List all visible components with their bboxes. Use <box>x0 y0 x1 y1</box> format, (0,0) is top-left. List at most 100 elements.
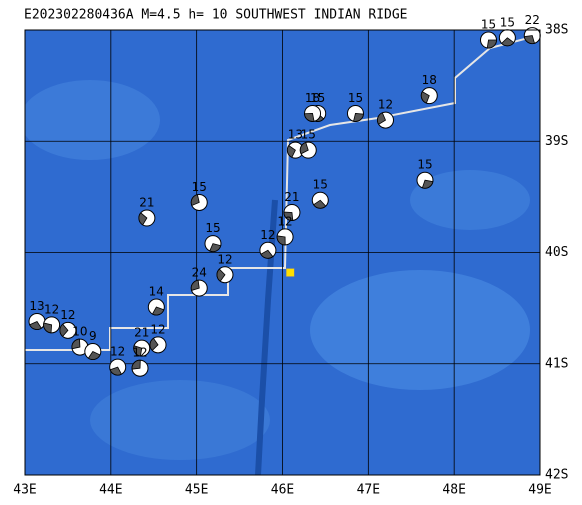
focal-mechanism: 15 <box>498 15 516 47</box>
lon-label: 48E <box>442 483 465 498</box>
beachball-compression <box>190 194 200 206</box>
focal-mechanism: 24 <box>190 266 208 297</box>
depth-label: 15 <box>301 128 316 142</box>
beachball-compression <box>216 268 226 282</box>
focal-mechanism: 18 <box>304 91 322 122</box>
depth-label: 14 <box>149 285 164 299</box>
depth-label: 18 <box>305 91 320 105</box>
focal-mechanism: 13 <box>286 128 304 159</box>
beachball-compression <box>276 235 286 246</box>
depth-label: 9 <box>89 329 97 343</box>
depth-label: 21 <box>139 196 154 210</box>
beachball-compression <box>283 211 294 221</box>
depth-label: 15 <box>192 180 207 194</box>
lat-label: 41S <box>545 356 568 371</box>
depth-label: 12 <box>260 228 275 242</box>
focal-mechanism: 22 <box>523 13 541 45</box>
depth-label: 13 <box>288 128 303 142</box>
depth-label: 13 <box>29 299 44 313</box>
beachball-compression <box>260 249 274 259</box>
relief <box>410 170 530 230</box>
lon-label: 49E <box>528 483 551 498</box>
focal-mechanism: 21 <box>138 196 156 227</box>
depth-label: 12 <box>277 214 292 228</box>
focal-mechanism: 13 <box>28 299 46 330</box>
beachball-compression <box>486 39 497 49</box>
lon-label: 44E <box>99 483 122 498</box>
depth-label: 12 <box>60 308 75 322</box>
beachball-compression <box>353 113 364 122</box>
beachball-compression <box>109 366 122 376</box>
depth-label: 22 <box>525 13 540 27</box>
beachball-compression <box>149 337 159 351</box>
focal-mechanism: 15 <box>299 128 317 159</box>
beachball-compression <box>421 179 434 189</box>
lon-label: 47E <box>357 483 380 498</box>
beachball-compression <box>523 35 535 44</box>
depth-label: 12 <box>378 98 393 112</box>
beachball-compression <box>71 338 81 350</box>
relief <box>25 80 160 160</box>
depth-label: 21 <box>284 190 299 204</box>
depth-label: 12 <box>132 346 147 360</box>
depth-label: 15 <box>205 221 220 235</box>
lat-label: 40S <box>545 245 568 260</box>
map-frame <box>24 29 541 476</box>
focal-mechanism: 18 <box>420 73 438 105</box>
depth-label: 15 <box>481 18 496 32</box>
lon-label: 46E <box>271 483 294 498</box>
focal-mechanism: 10 <box>71 325 89 356</box>
focal-mechanism: 14 <box>147 285 165 316</box>
focal-mechanism: 15 <box>311 178 329 209</box>
focal-mechanism: 15 <box>190 180 208 211</box>
focal-mechanism: 12 <box>276 214 294 246</box>
lat-label: 38S <box>545 23 568 38</box>
focal-mechanism: 12 <box>377 98 394 129</box>
lon-label: 43E <box>13 483 36 498</box>
beachball-compression <box>138 212 148 226</box>
beachball-compression <box>133 345 143 357</box>
depth-label: 12 <box>150 322 165 336</box>
beachball-compression <box>151 306 165 316</box>
beachball-compression <box>304 113 315 122</box>
focal-mechanism: 12 <box>259 228 277 259</box>
depth-label: 15 <box>500 15 515 29</box>
beachball-compression <box>43 322 53 334</box>
beachball-compression <box>377 112 387 125</box>
depth-label: 24 <box>192 266 207 280</box>
map-title: E202302280436A M=4.5 h= 10 SOUTHWEST IND… <box>24 8 408 23</box>
beachball-compression <box>299 142 309 155</box>
focal-mechanism: 12 <box>109 345 127 376</box>
depth-label: 12 <box>44 302 59 316</box>
depth-label: 15 <box>313 178 328 192</box>
focal-mechanism: 15 <box>416 158 434 189</box>
beachball-compression <box>87 351 101 360</box>
beachball-compression <box>501 37 515 47</box>
depth-label: 15 <box>348 91 363 105</box>
focal-mechanism: 12 <box>59 308 77 339</box>
focal-mechanism: 12 <box>131 346 149 377</box>
beachball-compression <box>190 279 200 291</box>
depth-label: 21 <box>134 326 149 340</box>
focal-mechanism: 15 <box>204 221 222 253</box>
beachball-compression <box>29 320 42 330</box>
beachball-compression <box>286 145 296 158</box>
depth-label: 15 <box>310 91 325 105</box>
focal-mechanism: 21 <box>283 190 301 221</box>
beachball-compression <box>313 199 327 209</box>
focal-mechanism: 15 <box>346 91 364 122</box>
beachball-compression <box>59 323 69 337</box>
focal-mechanism: 12 <box>43 302 61 334</box>
beachball-compression <box>131 359 141 370</box>
depth-label: 18 <box>422 73 437 87</box>
focal-mechanism: 12 <box>216 252 234 284</box>
focal-mechanism: 9 <box>84 329 102 361</box>
epicenter <box>285 268 295 277</box>
lon-label: 45E <box>185 483 208 498</box>
beachball-compression <box>420 91 430 104</box>
depth-label: 15 <box>417 158 432 172</box>
depth-label: 12 <box>110 345 125 359</box>
depth-label: 10 <box>72 325 87 339</box>
